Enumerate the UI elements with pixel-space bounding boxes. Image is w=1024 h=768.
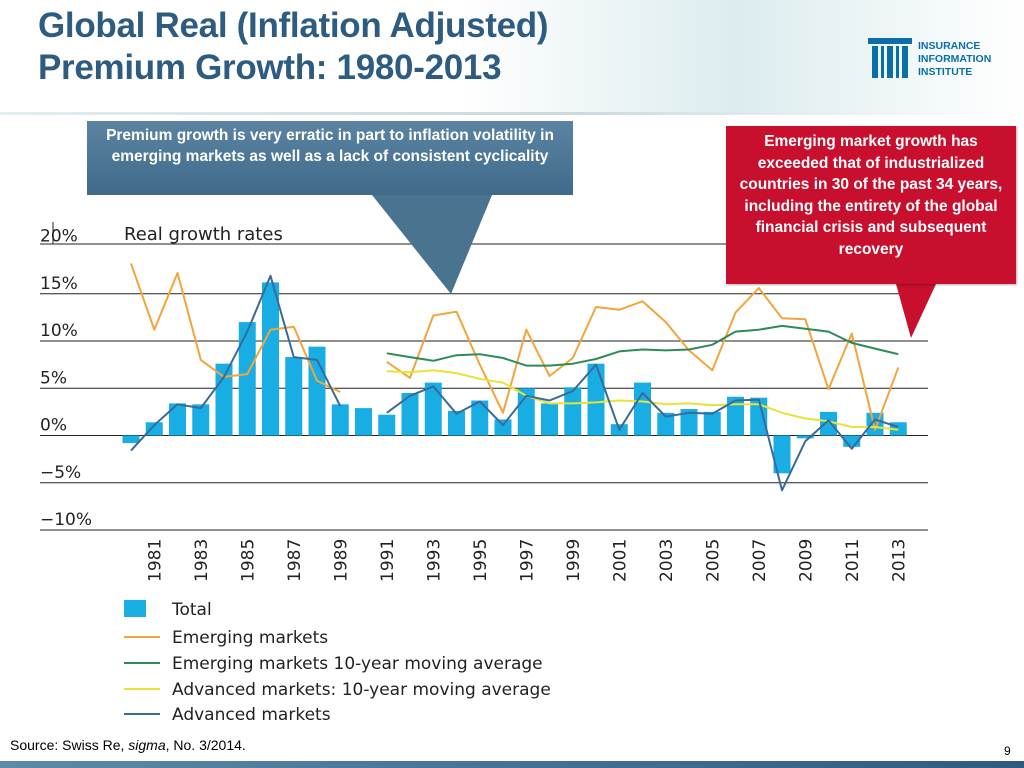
callout-right-pointer [896, 284, 936, 338]
bar-total [657, 412, 675, 436]
bar-total [401, 392, 419, 436]
bar-total [122, 435, 140, 444]
bar-total [448, 410, 465, 436]
y-tick-label: 5% [40, 368, 67, 388]
source-prefix: Source: Swiss Re, [10, 737, 129, 753]
bar-total [285, 357, 303, 436]
footer-bar [0, 761, 1024, 768]
bar-total [192, 404, 210, 436]
bar-total [331, 404, 349, 436]
x-tick-label: 1987 [285, 539, 305, 582]
callout-right: Emerging market growth has exceeded that… [726, 126, 1016, 284]
source-suffix: , No. 3/2014. [165, 737, 246, 753]
bar-total [494, 419, 512, 436]
y-tick-label: 15% [40, 274, 78, 294]
x-tick-label: 1991 [378, 539, 398, 582]
bar-total [541, 403, 558, 436]
slide-title-line-2: Premium Growth: 1980-2013 [38, 48, 502, 87]
bar-total [471, 400, 489, 436]
x-tick-label: 1983 [192, 539, 212, 582]
legend-label: Total [171, 600, 212, 620]
legend-label: Advanced markets: 10-year moving average [172, 680, 551, 700]
y-tick-label: −5% [40, 463, 81, 483]
header-divider [0, 112, 1024, 115]
bar-total [703, 411, 721, 436]
x-tick-label: 1997 [517, 539, 537, 582]
logo-text-line-2: INFORMATION [918, 53, 992, 65]
logo-text-line-3: INSTITUTE [918, 66, 973, 78]
bar-total [378, 414, 396, 436]
bar-total [680, 409, 698, 436]
slide-header [0, 0, 1024, 112]
bar-total [424, 382, 442, 436]
y-tick-label: 20% [40, 227, 78, 247]
bar-total [355, 408, 372, 436]
x-tick-label: 2009 [796, 539, 816, 582]
y-tick-label: 0% [40, 416, 67, 436]
callout-left-text: Premium growth is very erratic in part t… [106, 127, 554, 165]
x-tick-label: 1999 [564, 539, 584, 582]
legend-label: Emerging markets [172, 628, 328, 648]
source-note: Source: Swiss Re, sigma, No. 3/2014. [10, 737, 246, 753]
bar-total [843, 435, 861, 447]
legend-label: Emerging markets 10-year moving average [172, 654, 543, 674]
bar-total [820, 411, 837, 436]
x-tick-label: 1995 [471, 539, 491, 582]
x-tick-label: 2001 [610, 539, 630, 582]
bar-total [796, 435, 814, 439]
callout-right-text: Emerging market growth has exceeded that… [739, 133, 1003, 258]
bar-total [564, 387, 582, 436]
logo-text-line-1: INSURANCE [918, 40, 981, 52]
y-tick-label: 10% [40, 321, 78, 341]
bar-total [587, 363, 605, 436]
line-emerging-ma [386, 324, 899, 367]
x-tick-label: 2013 [889, 539, 909, 582]
x-tick-label: 2007 [750, 539, 770, 582]
real-growth-chart: 20% 15% 10% 5% 0% −5% −10% 1981 1983 1985 1987 1989… [40, 195, 936, 725]
bar-total [727, 396, 744, 436]
y-tick-label: −10% [40, 510, 92, 530]
x-tick-label: 2003 [657, 539, 677, 582]
x-tick-label: 2005 [703, 539, 723, 582]
bar-total [169, 403, 186, 436]
line-advanced-markets [130, 274, 899, 492]
bar-total [215, 363, 233, 436]
x-tick-label: 1985 [238, 539, 258, 582]
iii-logo: INSURANCE INFORMATION INSTITUTE [866, 38, 1016, 82]
x-tick-label: 1981 [145, 539, 165, 582]
iii-logo-mark-icon [868, 38, 912, 78]
callout-left-pointer [372, 195, 492, 294]
bar-total [634, 382, 651, 436]
bar-total [750, 397, 768, 436]
bar-total [773, 435, 791, 474]
chart-title: Real growth rates [124, 224, 283, 245]
x-tick-label: 1989 [331, 539, 351, 582]
legend-swatch-total [124, 600, 146, 617]
callout-left: Premium growth is very erratic in part t… [87, 121, 573, 195]
line-advanced-ma [386, 369, 899, 431]
source-publication: sigma [128, 737, 166, 753]
x-tick-label: 2011 [843, 539, 863, 582]
bar-total [262, 282, 279, 436]
bar-total [238, 322, 256, 436]
legend-label: Advanced markets [172, 705, 331, 725]
slide-title-line-1: Global Real (Inflation Adjusted) [38, 6, 549, 45]
page-number: 9 [1004, 744, 1011, 758]
bar-total [145, 422, 163, 436]
x-tick-label: 1993 [424, 539, 444, 582]
line-emerging-markets [130, 263, 900, 431]
